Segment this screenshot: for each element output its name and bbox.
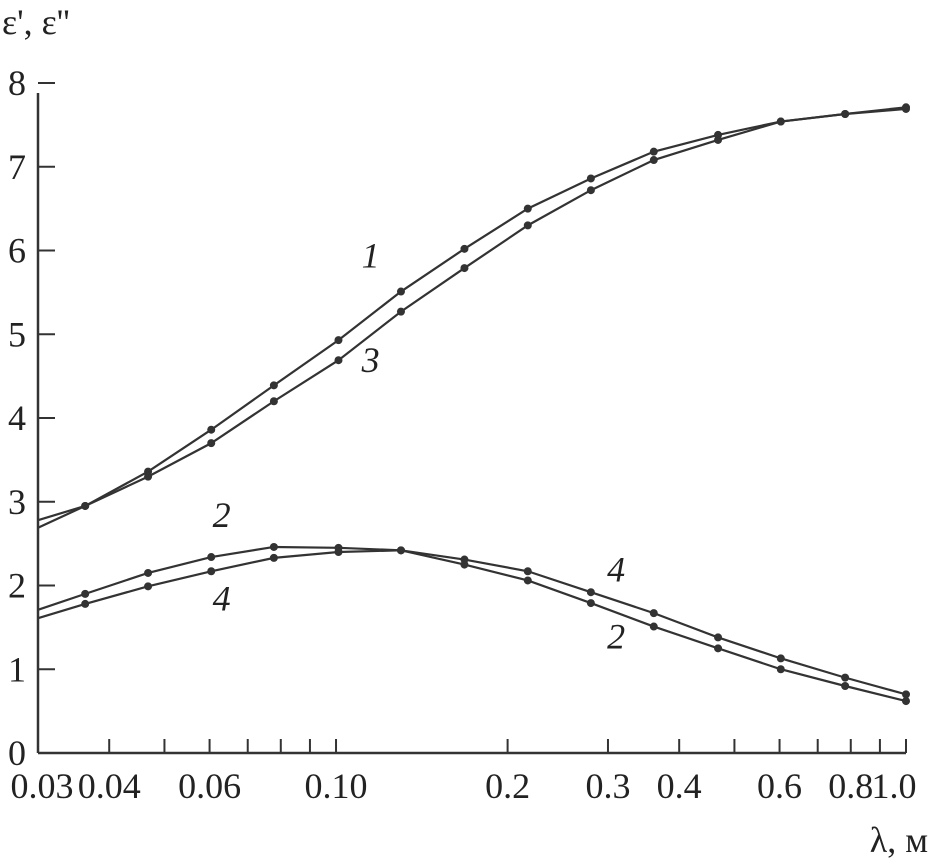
y-tick-label: 4 bbox=[8, 398, 26, 438]
x-tick-label: 0.6 bbox=[757, 766, 802, 806]
curve-label: 1 bbox=[362, 235, 380, 275]
data-point bbox=[460, 555, 469, 564]
data-point bbox=[396, 546, 405, 555]
y-axis-label: ε', ε'' bbox=[2, 2, 70, 42]
x-tick-label: 0.8 bbox=[828, 766, 873, 806]
data-point bbox=[269, 397, 278, 406]
data-point bbox=[460, 244, 469, 253]
series-line-4 bbox=[37, 549, 907, 696]
data-point bbox=[396, 287, 405, 296]
x-axis-label: λ, м bbox=[870, 820, 928, 860]
y-tick-label: 1 bbox=[8, 649, 26, 689]
data-point bbox=[586, 588, 595, 597]
x-tick-label: 1.0 bbox=[872, 766, 917, 806]
data-point bbox=[649, 147, 658, 156]
curve-label: 2 bbox=[607, 616, 625, 656]
data-point bbox=[586, 174, 595, 183]
data-point bbox=[714, 633, 723, 642]
curve-label: 4 bbox=[213, 579, 231, 619]
data-point bbox=[776, 654, 785, 663]
y-tick-label: 2 bbox=[8, 566, 26, 606]
data-point bbox=[902, 697, 910, 706]
data-point bbox=[334, 356, 343, 365]
data-point bbox=[523, 576, 532, 585]
data-point bbox=[269, 553, 278, 562]
data-point bbox=[523, 204, 532, 213]
data-point bbox=[841, 682, 850, 690]
series-1 bbox=[37, 103, 910, 529]
data-point bbox=[841, 673, 850, 682]
series-4 bbox=[37, 546, 910, 699]
data-point bbox=[649, 622, 658, 631]
data-point bbox=[269, 542, 278, 551]
data-point bbox=[334, 548, 343, 556]
curve-label: 3 bbox=[361, 340, 380, 380]
series-3 bbox=[37, 104, 910, 522]
data-point bbox=[207, 439, 216, 448]
data-point bbox=[207, 425, 216, 434]
series-line-1 bbox=[37, 106, 907, 529]
series-2 bbox=[37, 542, 910, 706]
data-point bbox=[396, 307, 405, 316]
x-tick-label: 0.2 bbox=[485, 766, 530, 806]
data-point bbox=[586, 599, 595, 608]
series-group bbox=[37, 103, 910, 706]
y-tick-label: 7 bbox=[8, 147, 26, 187]
data-point bbox=[144, 472, 153, 481]
y-tick-label: 6 bbox=[8, 231, 26, 271]
data-point bbox=[460, 264, 469, 273]
data-point bbox=[207, 553, 216, 562]
curve-labels: 1 3 2 4 4 2 bbox=[213, 235, 625, 656]
data-point bbox=[269, 381, 278, 390]
data-point bbox=[586, 186, 595, 195]
data-point bbox=[81, 501, 90, 510]
x-tick-label: 0.06 bbox=[178, 766, 241, 806]
x-tick-label: 0.03 bbox=[11, 766, 74, 806]
x-tick-label: 0.3 bbox=[585, 766, 630, 806]
data-point bbox=[841, 109, 850, 118]
curve-label: 2 bbox=[213, 495, 231, 535]
data-point bbox=[81, 599, 90, 608]
x-tick-label: 0.4 bbox=[657, 766, 702, 806]
data-point bbox=[776, 117, 785, 126]
data-point bbox=[523, 221, 532, 230]
curve-label: 4 bbox=[607, 549, 625, 589]
y-tick-label: 5 bbox=[8, 314, 26, 354]
y-tick-label: 0 bbox=[8, 733, 26, 773]
data-point bbox=[714, 644, 723, 653]
data-point bbox=[776, 665, 785, 674]
y-tick-label: 8 bbox=[8, 63, 26, 103]
data-point bbox=[649, 609, 658, 618]
data-point bbox=[81, 589, 90, 598]
x-tick-label: 0.04 bbox=[78, 766, 141, 806]
data-point bbox=[902, 104, 910, 113]
series-line-2 bbox=[37, 545, 907, 703]
data-point bbox=[714, 135, 723, 144]
y-tick-label: 3 bbox=[8, 482, 26, 522]
data-point bbox=[207, 567, 216, 576]
axes: 0 1 2 3 4 5 6 7 8 0.03 0.04 0.06 0.10 0.2 0.3 0.4 0.6 0.8… bbox=[8, 63, 917, 806]
data-point bbox=[144, 582, 153, 591]
data-point bbox=[523, 567, 532, 576]
data-point bbox=[144, 568, 153, 577]
data-point bbox=[649, 156, 658, 165]
data-point bbox=[902, 690, 910, 699]
x-tick-label: 0.10 bbox=[305, 766, 368, 806]
data-point bbox=[334, 336, 343, 345]
